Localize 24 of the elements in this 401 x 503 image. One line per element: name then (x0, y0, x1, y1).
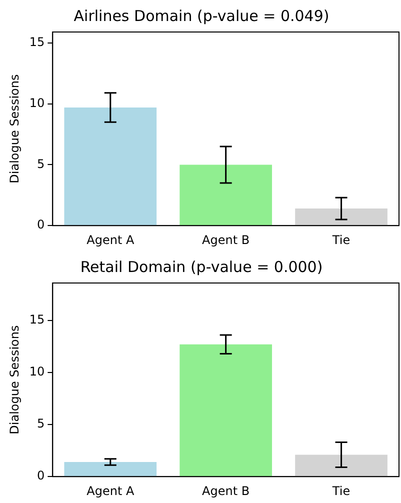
bar (180, 164, 272, 226)
x-tick-label: Tie (331, 232, 350, 247)
bar (295, 454, 388, 476)
bar (295, 208, 388, 226)
chart-title: Retail Domain (p-value = 0.000) (80, 258, 323, 276)
y-tick-label: 15 (29, 35, 45, 50)
y-tick-label: 0 (37, 218, 45, 232)
y-axis-title: Dialogue Sessions (7, 325, 22, 434)
x-tick-label: Agent A (86, 484, 135, 498)
bar (64, 462, 157, 476)
x-tick-label: Agent B (202, 232, 250, 247)
chart-title: Airlines Domain (p-value = 0.049) (74, 6, 330, 25)
x-tick-label: Tie (331, 484, 350, 498)
y-tick-label: 15 (29, 312, 45, 327)
y-tick-label: 0 (37, 468, 45, 483)
bar (64, 107, 157, 226)
y-tick-label: 10 (29, 96, 45, 110)
bar (180, 344, 272, 476)
y-axis-title: Dialogue Sessions (7, 74, 22, 184)
y-tick-label: 10 (29, 364, 45, 379)
y-tick-label: 5 (37, 416, 45, 431)
y-tick-label: 5 (37, 156, 45, 171)
x-tick-label: Agent B (202, 484, 250, 498)
x-tick-label: Agent A (86, 232, 135, 247)
